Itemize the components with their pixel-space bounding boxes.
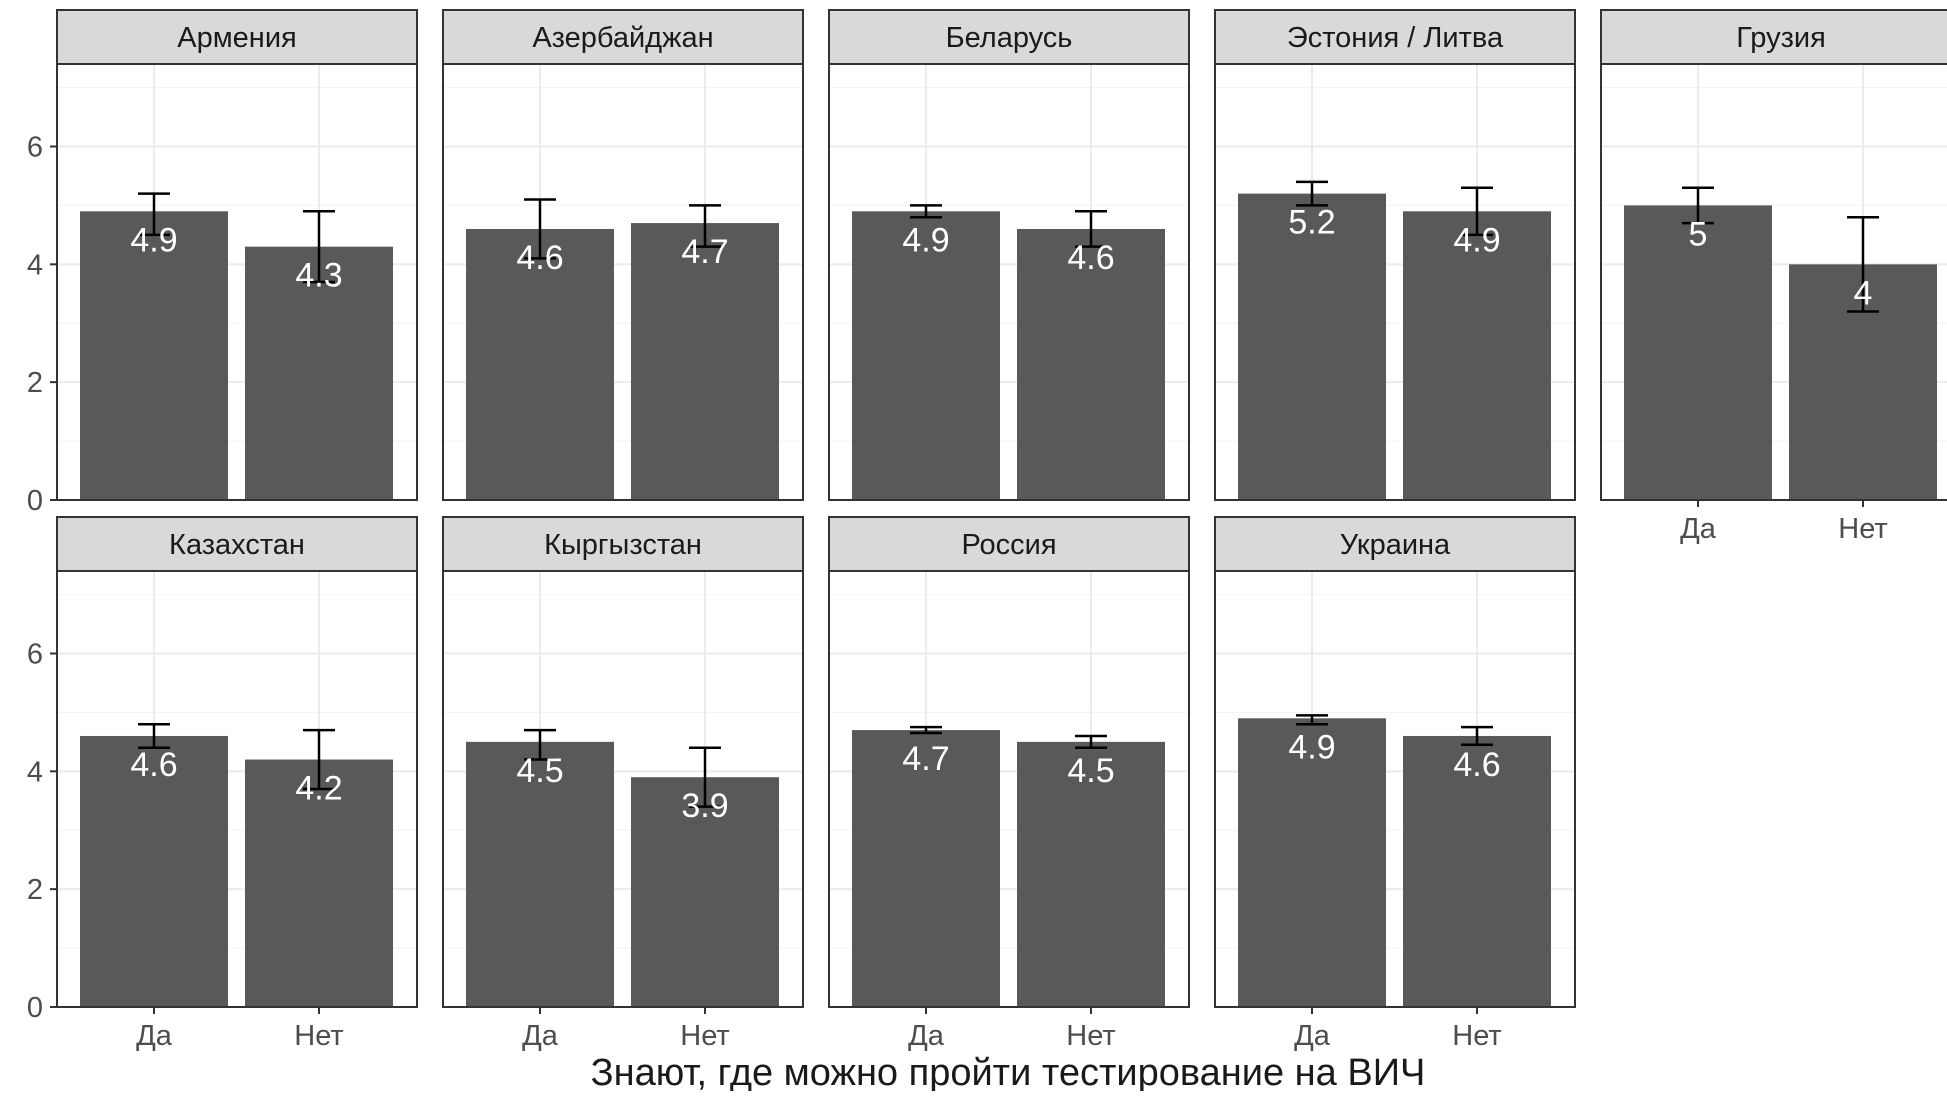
- facet-strip: [828, 516, 1190, 572]
- x-tick-label: Да: [136, 1020, 173, 1052]
- data-label: 4.5: [1067, 752, 1114, 790]
- facet-strip-label: Украина: [1340, 529, 1451, 561]
- data-label: 5.2: [1288, 204, 1335, 242]
- bar: [1403, 735, 1551, 1007]
- facet-strip-label: Грузия: [1736, 22, 1826, 54]
- facet-strip: [56, 9, 418, 65]
- x-tick-label: Да: [522, 1020, 559, 1052]
- y-tick-label: 4: [27, 756, 43, 788]
- bar: [852, 211, 1000, 500]
- bar: [1017, 228, 1165, 501]
- data-label: 4.6: [516, 239, 563, 277]
- facet-strip: [1214, 516, 1576, 572]
- x-tick-label: Нет: [1452, 1020, 1501, 1052]
- bar: [245, 246, 393, 500]
- facet-strip: [442, 9, 804, 65]
- y-tick-label: 0: [27, 992, 43, 1024]
- data-label: 3.9: [681, 787, 728, 825]
- y-tick-label: 2: [27, 874, 43, 906]
- data-label: 5: [1689, 215, 1708, 253]
- x-tick-label: Нет: [1838, 513, 1887, 545]
- data-label: 4.5: [516, 752, 563, 790]
- data-label: 4.6: [1067, 239, 1114, 277]
- data-label: 4.7: [902, 740, 949, 778]
- data-label: 4.9: [1453, 221, 1500, 259]
- facet-strip: [1214, 9, 1576, 65]
- x-tick-label: Нет: [1066, 1020, 1115, 1052]
- data-label: 4.6: [1453, 746, 1500, 784]
- data-label: 4.6: [130, 746, 177, 784]
- x-tick-label: Нет: [294, 1020, 343, 1052]
- y-tick-label: 4: [27, 249, 43, 281]
- bar: [80, 211, 228, 500]
- bar: [1238, 718, 1386, 1007]
- bar: [1238, 193, 1386, 500]
- facet-strip-label: Россия: [961, 529, 1056, 561]
- bar: [631, 777, 779, 1007]
- x-tick-label: Нет: [680, 1020, 729, 1052]
- y-tick-label: 2: [27, 367, 43, 399]
- bar: [1017, 741, 1165, 1007]
- bar: [466, 741, 614, 1007]
- x-tick-label: Да: [908, 1020, 945, 1052]
- data-label: 4.7: [681, 233, 728, 271]
- data-label: 4.3: [295, 257, 342, 295]
- bar: [631, 223, 779, 500]
- bar: [245, 759, 393, 1007]
- data-label: 4.9: [902, 221, 949, 259]
- facet-strip-label: Азербайджан: [532, 22, 713, 54]
- bar: [1403, 211, 1551, 500]
- data-label: 4: [1854, 274, 1873, 312]
- x-axis-title: Знают, где можно пройти тестирование на …: [591, 1052, 1426, 1091]
- y-tick-label: 0: [27, 485, 43, 517]
- bar: [80, 735, 228, 1007]
- facet-strip: [1600, 9, 1947, 65]
- facet-strip: [828, 9, 1190, 65]
- data-label: 4.9: [1288, 728, 1335, 766]
- data-label: 4.9: [130, 221, 177, 259]
- bar: [1624, 205, 1772, 501]
- y-tick-label: 6: [27, 131, 43, 163]
- x-tick-label: Да: [1680, 513, 1717, 545]
- x-tick-label: Да: [1294, 1020, 1331, 1052]
- facet-strip-label: Беларусь: [946, 22, 1073, 54]
- bar: [466, 228, 614, 501]
- facet-strip-label: Эстония / Литва: [1287, 22, 1504, 54]
- y-tick-label: 6: [27, 638, 43, 670]
- bar: [852, 730, 1000, 1007]
- facet-strip-label: Казахстан: [169, 529, 305, 561]
- facet-strip: [56, 516, 418, 572]
- facet-strip-label: Кыргызстан: [544, 529, 702, 561]
- facet-strip-label: Армения: [177, 22, 296, 54]
- data-label: 4.2: [295, 770, 342, 808]
- facet-strip: [442, 516, 804, 572]
